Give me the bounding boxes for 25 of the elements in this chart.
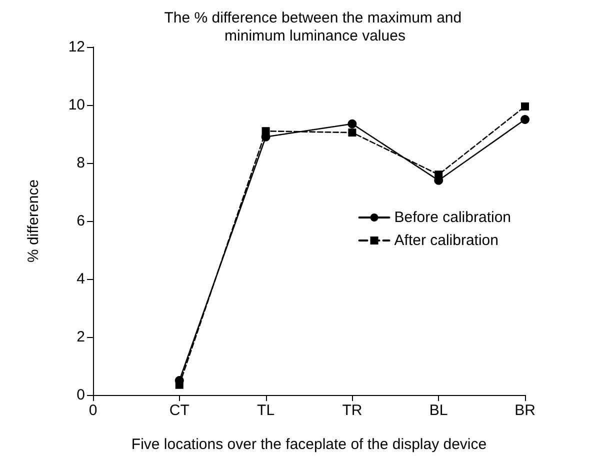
- x-tick-label: 0: [88, 402, 98, 419]
- x-tick-label: CT: [169, 402, 190, 419]
- point: [262, 127, 270, 136]
- x-tick-label: TR: [342, 402, 362, 419]
- y-tick-label: 4: [76, 270, 85, 288]
- point: [348, 128, 356, 137]
- y-tick-label: 0: [76, 386, 85, 404]
- point: [434, 170, 443, 179]
- x-tick-label: BL: [429, 402, 448, 419]
- x-axis-title: Five locations over the faceplate of the display device: [131, 436, 487, 453]
- chart-title: The % difference between the maximum and minimum luminance values: [164, 10, 466, 44]
- legend-label: Before calibration: [394, 209, 511, 226]
- y-tick-label: 8: [76, 154, 85, 172]
- y-tick-label: 6: [76, 212, 85, 230]
- y-tick-label: 10: [68, 96, 85, 114]
- point: [175, 380, 184, 389]
- y-tick-label: 12: [68, 38, 85, 56]
- point: [521, 102, 529, 110]
- y-axis-title: % difference: [25, 179, 42, 263]
- x-tick-label: BR: [514, 402, 536, 419]
- point: [348, 119, 357, 128]
- point: [520, 115, 530, 124]
- legend-label: After calibration: [394, 232, 498, 249]
- y-tick-label: 2: [76, 328, 85, 346]
- x-tick-label: TL: [257, 402, 275, 419]
